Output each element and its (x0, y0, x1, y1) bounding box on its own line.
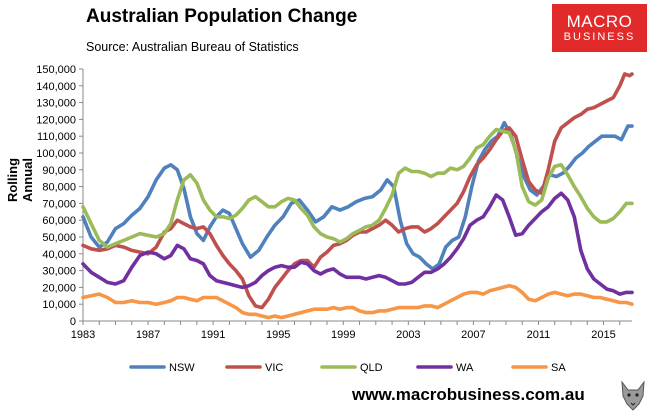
series-line-nsw (81, 121, 634, 271)
series-line-sa (81, 283, 634, 320)
y-tick-label: 130,000 (36, 98, 76, 110)
x-tick-label: 2003 (396, 329, 420, 341)
legend-label-wa: WA (456, 362, 474, 374)
y-tick-label: 90,000 (42, 165, 76, 177)
series-line-wa (81, 191, 634, 296)
y-tick-label: 10,000 (42, 299, 76, 311)
x-tick-label: 1999 (331, 329, 355, 341)
series-line-vic (81, 72, 634, 310)
x-tick-label: 1991 (201, 329, 225, 341)
y-tick-label: 0 (70, 316, 76, 328)
y-tick-label: 80,000 (42, 182, 76, 194)
legend-label-qld: QLD (360, 362, 383, 374)
chart-legend: NSW VIC QLD WA SA (129, 362, 566, 374)
logo-line2: BUSINESS (563, 30, 636, 43)
y-tick-label: 140,000 (36, 81, 76, 93)
series-line-qld (81, 127, 634, 249)
chart-source: Source: Australian Bureau of Statistics (86, 40, 299, 54)
y-tick-label: 40,000 (42, 249, 76, 261)
wolf-logo-icon (618, 378, 648, 412)
x-tick-label: 2007 (461, 329, 485, 341)
legend-label-vic: VIC (265, 362, 283, 374)
x-tick-label: 1995 (266, 329, 290, 341)
logo-line1: MACRO (566, 11, 633, 31)
chart-title: Australian Population Change (86, 6, 358, 27)
legend-label-sa: SA (551, 362, 566, 374)
y-tick-label: 60,000 (42, 215, 76, 227)
y-tick-label: 150,000 (36, 64, 76, 76)
website-url: www.macrobusiness.com.au (352, 385, 585, 404)
x-tick-label: 2011 (527, 329, 551, 341)
y-tick-label: 70,000 (42, 198, 76, 210)
y-tick-label: 50,000 (42, 232, 76, 244)
x-tick-label: 2015 (591, 329, 615, 341)
y-tick-label: 30,000 (42, 266, 76, 278)
y-tick-label: 110,000 (37, 131, 76, 143)
macrobusiness-logo: MACRO BUSINESS (552, 4, 647, 52)
chart-series (81, 72, 634, 320)
legend-label-nsw: NSW (169, 362, 195, 374)
x-tick-label: 1987 (136, 329, 160, 341)
chart-axes: 0 10,000 20,000 30,000 40,000 50,000 60,000 70,… (36, 64, 632, 341)
y-tick-label: 100,000 (36, 148, 76, 160)
x-tick-label: 1983 (71, 329, 95, 341)
y-tick-label: 120,000 (36, 114, 76, 126)
y-tick-label: 20,000 (42, 282, 76, 294)
